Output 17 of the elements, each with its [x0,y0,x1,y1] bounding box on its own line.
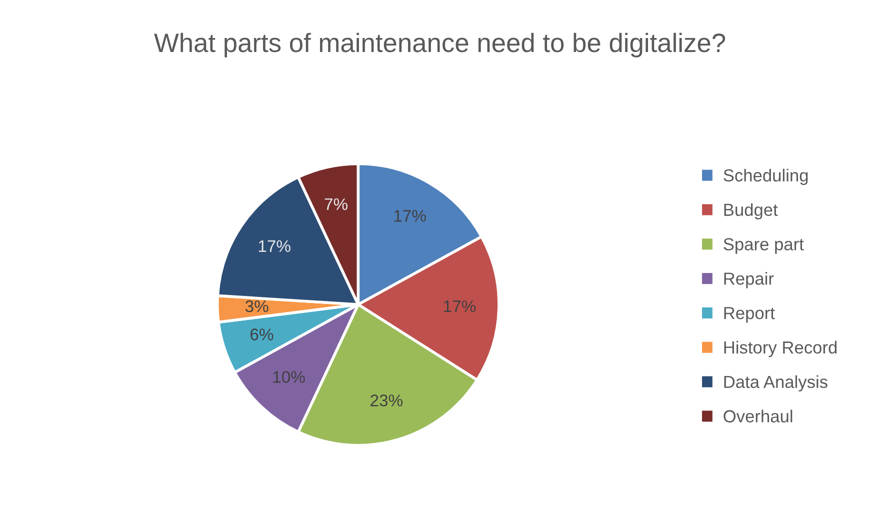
chart-title: What parts of maintenance need to be digitalize? [154,32,726,58]
data-label: 3% [245,300,268,312]
data-label: 17% [258,240,290,252]
data-label: 17% [444,300,476,312]
legend-label: Overhaul [724,410,792,422]
legend-label: Data Analysis [724,375,828,392]
legend-label: Report [724,307,775,323]
legend-label: Spare part [724,238,804,254]
legend-label: Scheduling [724,168,808,186]
data-label: 23% [370,394,403,406]
data-label: 17% [394,210,426,222]
legend-label: Budget [724,203,778,220]
legend-label: Repair [724,272,774,288]
data-label: 6% [250,328,274,340]
data-label: 7% [324,198,348,210]
legend-label: History Record [724,340,837,358]
data-label: 10% [273,371,305,383]
